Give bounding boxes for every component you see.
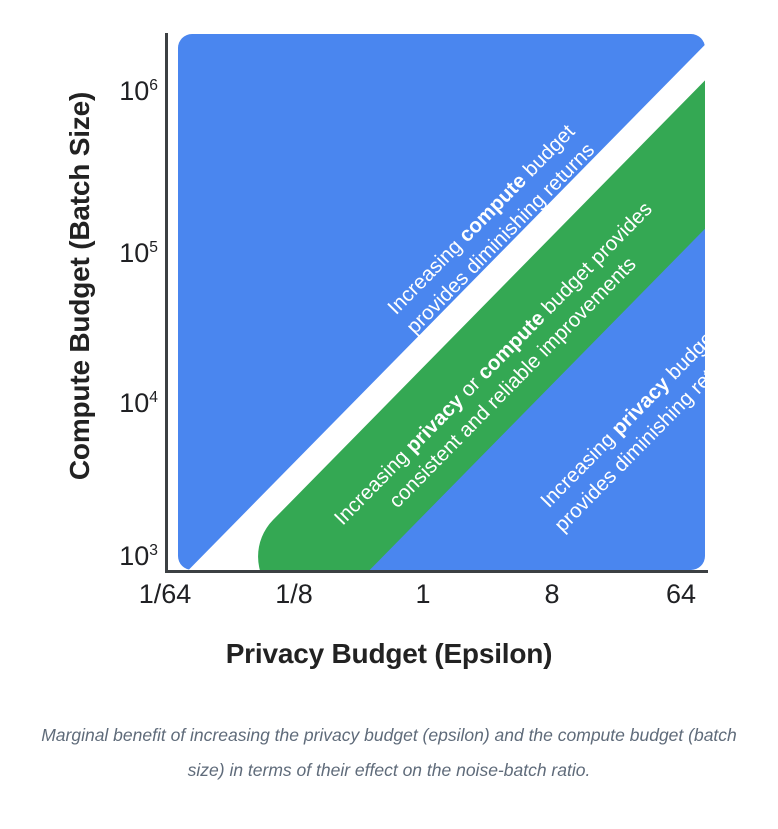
y-axis-tick-group: 106 105 104 103 xyxy=(68,0,158,829)
x-tick-label-64: 64 xyxy=(665,579,697,609)
x-tick-label-1-64: 1/64 xyxy=(138,579,192,609)
y-tick-mantissa: 10 xyxy=(119,541,150,571)
y-tick-label-1e5: 105 xyxy=(80,240,158,267)
y-axis-line xyxy=(165,33,168,573)
x-axis-line xyxy=(165,570,708,573)
y-tick-mantissa: 10 xyxy=(119,76,150,106)
x-tick-label-8: 8 xyxy=(544,579,560,609)
y-tick-exponent: 5 xyxy=(149,239,158,256)
y-tick-label-1e3: 103 xyxy=(80,543,158,570)
x-tick-label-1: 1 xyxy=(415,579,431,609)
y-tick-mantissa: 10 xyxy=(119,238,150,268)
y-tick-label-1e6: 106 xyxy=(80,78,158,105)
y-tick-exponent: 3 xyxy=(149,542,158,559)
y-tick-exponent: 4 xyxy=(149,389,158,406)
y-tick-mantissa: 10 xyxy=(119,388,150,418)
x-axis-title: Privacy Budget (Epsilon) xyxy=(225,638,553,669)
x-axis-tick-group: 1/64 1/8 1 8 64 xyxy=(139,579,708,616)
plot-area: Increasing compute budget provides dimin… xyxy=(178,34,705,570)
y-tick-label-1e4: 104 xyxy=(80,390,158,417)
figure-caption: Marginal benefit of increasing the priva… xyxy=(41,725,737,780)
x-tick-label-1-8: 1/8 xyxy=(275,579,313,609)
y-tick-exponent: 6 xyxy=(149,77,158,94)
